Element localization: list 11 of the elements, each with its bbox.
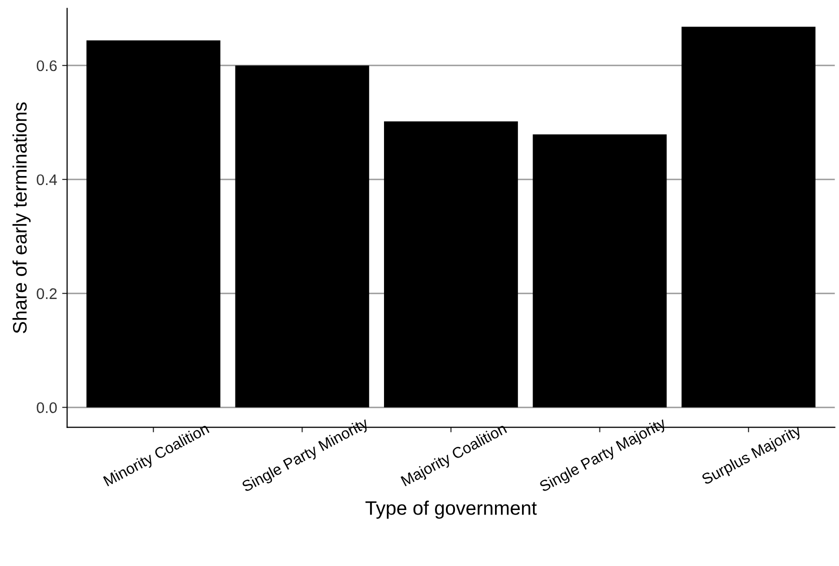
y-tick-label: 0.0: [36, 402, 57, 414]
x-axis-title: Type of government: [365, 500, 537, 519]
bar: [532, 134, 667, 408]
bar: [235, 65, 370, 408]
y-tick-label: 0.2: [36, 288, 57, 300]
bar: [86, 40, 220, 408]
y-axis-title: Share of early terminations: [12, 102, 31, 334]
bar: [682, 26, 816, 408]
y-tick-label: 0.4: [36, 174, 57, 186]
y-tick-label: 0.6: [36, 60, 57, 72]
bar: [384, 121, 518, 408]
